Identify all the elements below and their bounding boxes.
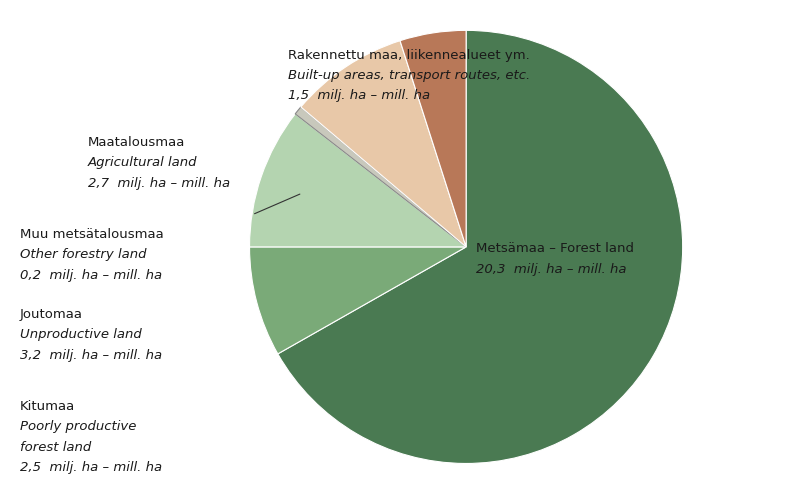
Text: Other forestry land: Other forestry land bbox=[20, 248, 146, 261]
Wedge shape bbox=[295, 108, 466, 247]
Text: Unproductive land: Unproductive land bbox=[20, 328, 142, 341]
Text: 1,5  milj. ha – mill. ha: 1,5 milj. ha – mill. ha bbox=[288, 89, 430, 102]
Wedge shape bbox=[250, 115, 466, 247]
Text: forest land: forest land bbox=[20, 440, 91, 453]
Text: Agricultural land: Agricultural land bbox=[88, 156, 198, 169]
Wedge shape bbox=[278, 31, 682, 464]
Text: Rakennettu maa, liikennealueet ym.: Rakennettu maa, liikennealueet ym. bbox=[288, 48, 530, 61]
Text: 2,7  milj. ha – mill. ha: 2,7 milj. ha – mill. ha bbox=[88, 176, 230, 189]
Text: 2,5  milj. ha – mill. ha: 2,5 milj. ha – mill. ha bbox=[20, 460, 162, 473]
Text: Maatalousmaa: Maatalousmaa bbox=[88, 136, 186, 149]
Text: Built-up areas, transport routes, etc.: Built-up areas, transport routes, etc. bbox=[288, 69, 530, 82]
Text: 3,2  milj. ha – mill. ha: 3,2 milj. ha – mill. ha bbox=[20, 348, 162, 361]
Wedge shape bbox=[250, 247, 466, 354]
Wedge shape bbox=[400, 31, 466, 247]
Text: Joutomaa: Joutomaa bbox=[20, 307, 83, 320]
Text: 0,2  milj. ha – mill. ha: 0,2 milj. ha – mill. ha bbox=[20, 268, 162, 281]
Text: Kitumaa: Kitumaa bbox=[20, 399, 75, 412]
Text: Poorly productive: Poorly productive bbox=[20, 420, 136, 433]
Text: Muu metsätalousmaa: Muu metsätalousmaa bbox=[20, 227, 164, 241]
Text: Metsämaa – Forest land: Metsämaa – Forest land bbox=[476, 242, 634, 255]
Text: 20,3  milj. ha – mill. ha: 20,3 milj. ha – mill. ha bbox=[476, 262, 626, 275]
Wedge shape bbox=[301, 42, 466, 247]
